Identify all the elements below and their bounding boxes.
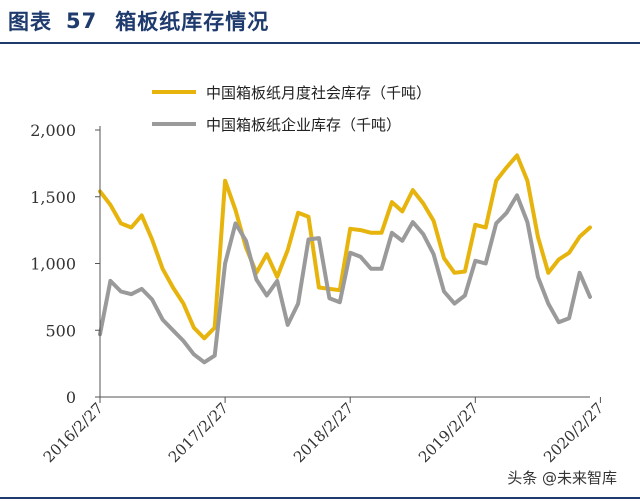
y-tick-label: 1,500 — [30, 188, 76, 207]
bottom-rule — [0, 497, 640, 499]
y-tick-label: 2,000 — [30, 121, 76, 140]
x-tick-label: 2017/2/27 — [165, 399, 232, 466]
watermark: 头条 @未来智库 — [504, 466, 620, 489]
figure-label: 图表 — [8, 10, 52, 34]
x-tick-label: 2020/2/27 — [540, 399, 607, 466]
x-tick-label: 2018/2/27 — [290, 399, 357, 466]
figure-number: 57 — [66, 9, 98, 33]
series-line-2 — [98, 193, 592, 365]
y-tick-label: 0 — [66, 388, 76, 407]
legend-label-1: 中国箱板纸月度社会库存（千吨） — [206, 84, 431, 102]
figure-title: 图表 57 箱板纸库存情况 — [8, 6, 269, 36]
y-tick-label: 1,000 — [30, 255, 76, 274]
legend-label-2: 中国箱板纸企业库存（千吨） — [206, 116, 401, 134]
x-tick-label: 2019/2/27 — [415, 399, 482, 466]
series-line-1 — [98, 153, 592, 341]
y-tick-label: 500 — [45, 321, 76, 340]
x-tick-label: 2016/2/27 — [40, 399, 107, 466]
title-rule — [0, 42, 640, 44]
figure-title-text: 箱板纸库存情况 — [115, 10, 270, 34]
